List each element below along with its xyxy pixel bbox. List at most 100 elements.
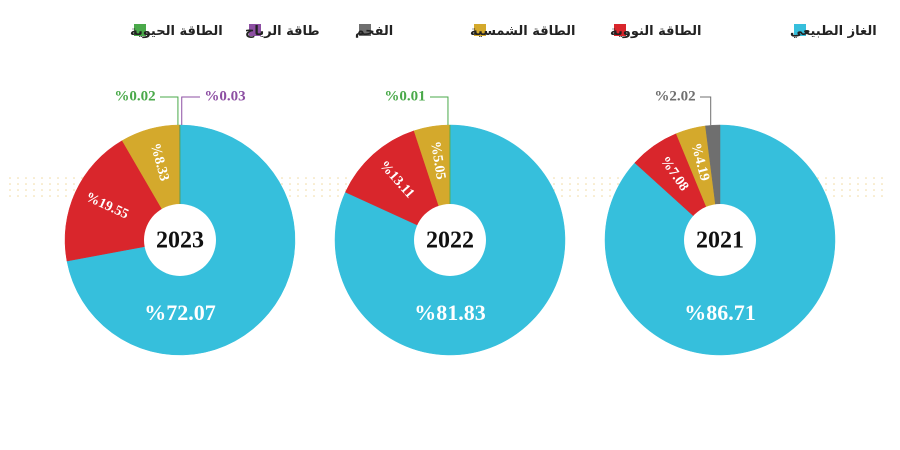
decor-dot <box>609 177 611 179</box>
decor-dot <box>569 195 571 197</box>
decor-dot <box>609 183 611 185</box>
decor-dot <box>17 189 19 191</box>
decor-dot <box>305 195 307 197</box>
decor-dot <box>553 177 555 179</box>
decor-dot <box>41 177 43 179</box>
value-label: %72.07 <box>144 300 216 325</box>
decor-dot <box>841 183 843 185</box>
decor-dot <box>561 195 563 197</box>
donut-hole <box>414 204 486 276</box>
decor-dot <box>881 189 883 191</box>
decor-dot <box>25 195 27 197</box>
decor-dot <box>41 183 43 185</box>
decor-dot <box>585 189 587 191</box>
decor-dot <box>337 177 339 179</box>
decor-dot <box>593 177 595 179</box>
legend-swatch <box>359 24 371 36</box>
decor-dot <box>321 195 323 197</box>
value-label: %2.02 <box>654 88 695 104</box>
decor-dot <box>297 177 299 179</box>
decor-dot <box>297 195 299 197</box>
decor-dot <box>281 183 283 185</box>
value-label: %0.03 <box>204 88 245 104</box>
decor-dot <box>561 177 563 179</box>
decor-dot <box>57 183 59 185</box>
value-label: %86.71 <box>684 300 756 325</box>
year-label: 2023 <box>156 228 204 254</box>
decor-dot <box>577 189 579 191</box>
decor-dot <box>873 189 875 191</box>
decor-dot <box>305 177 307 179</box>
decor-dot <box>873 183 875 185</box>
legend-swatch <box>249 24 261 36</box>
value-label: %5.05 <box>427 140 448 180</box>
decor-dot <box>833 183 835 185</box>
decor-dot <box>321 183 323 185</box>
legend-swatch <box>794 24 806 36</box>
decor-dot <box>577 183 579 185</box>
decor-dot <box>857 195 859 197</box>
decor-dot <box>57 195 59 197</box>
decor-dot <box>609 195 611 197</box>
decor-dot <box>345 177 347 179</box>
decor-dot <box>857 183 859 185</box>
decor-dot <box>81 177 83 179</box>
decor-dot <box>585 177 587 179</box>
decor-dot <box>297 183 299 185</box>
year-label: 2021 <box>696 228 744 254</box>
decor-dot <box>833 189 835 191</box>
decor-dot <box>841 189 843 191</box>
legend-label: الطاقة الشمسية <box>470 24 576 39</box>
decor-dot <box>289 189 291 191</box>
decor-dot <box>329 177 331 179</box>
decor-dot <box>593 183 595 185</box>
decor-dot <box>41 195 43 197</box>
decor-dot <box>25 189 27 191</box>
decor-dot <box>49 195 51 197</box>
decor-dot <box>65 195 67 197</box>
value-label: %81.83 <box>414 300 486 325</box>
decor-dot <box>9 177 11 179</box>
decor-dot <box>9 189 11 191</box>
decor-dot <box>873 177 875 179</box>
leader-line <box>430 96 449 126</box>
decor-dot <box>849 195 851 197</box>
decor-dot <box>569 177 571 179</box>
decor-dot <box>9 195 11 197</box>
decor-dot <box>297 189 299 191</box>
decor-dot <box>17 195 19 197</box>
decor-dot <box>337 183 339 185</box>
decor-dot <box>585 195 587 197</box>
decor-dot <box>601 177 603 179</box>
decor-dot <box>825 189 827 191</box>
value-label: %0.02 <box>114 88 155 104</box>
decor-dot <box>857 189 859 191</box>
decor-dot <box>865 177 867 179</box>
decor-dot <box>553 183 555 185</box>
decor-dot <box>25 177 27 179</box>
decor-dot <box>841 177 843 179</box>
legend-label: الطاقة الحيوية <box>130 24 223 39</box>
decor-dot <box>73 177 75 179</box>
decor-dot <box>569 183 571 185</box>
decor-dot <box>65 189 67 191</box>
value-label: %0.01 <box>384 88 425 104</box>
decor-dot <box>857 177 859 179</box>
decor-dot <box>49 177 51 179</box>
year-label: 2022 <box>426 228 474 254</box>
decor-dot <box>865 183 867 185</box>
decor-dot <box>49 189 51 191</box>
decor-dot <box>33 189 35 191</box>
decor-dot <box>281 177 283 179</box>
decor-dot <box>833 195 835 197</box>
leader-line <box>160 96 179 126</box>
legend-label: الغاز الطبيعي <box>790 24 877 39</box>
decor-dot <box>65 177 67 179</box>
decor-dot <box>585 183 587 185</box>
decor-dot <box>57 189 59 191</box>
decor-dot <box>73 189 75 191</box>
decor-dot <box>321 177 323 179</box>
decor-dot <box>57 177 59 179</box>
decor-dot <box>313 177 315 179</box>
